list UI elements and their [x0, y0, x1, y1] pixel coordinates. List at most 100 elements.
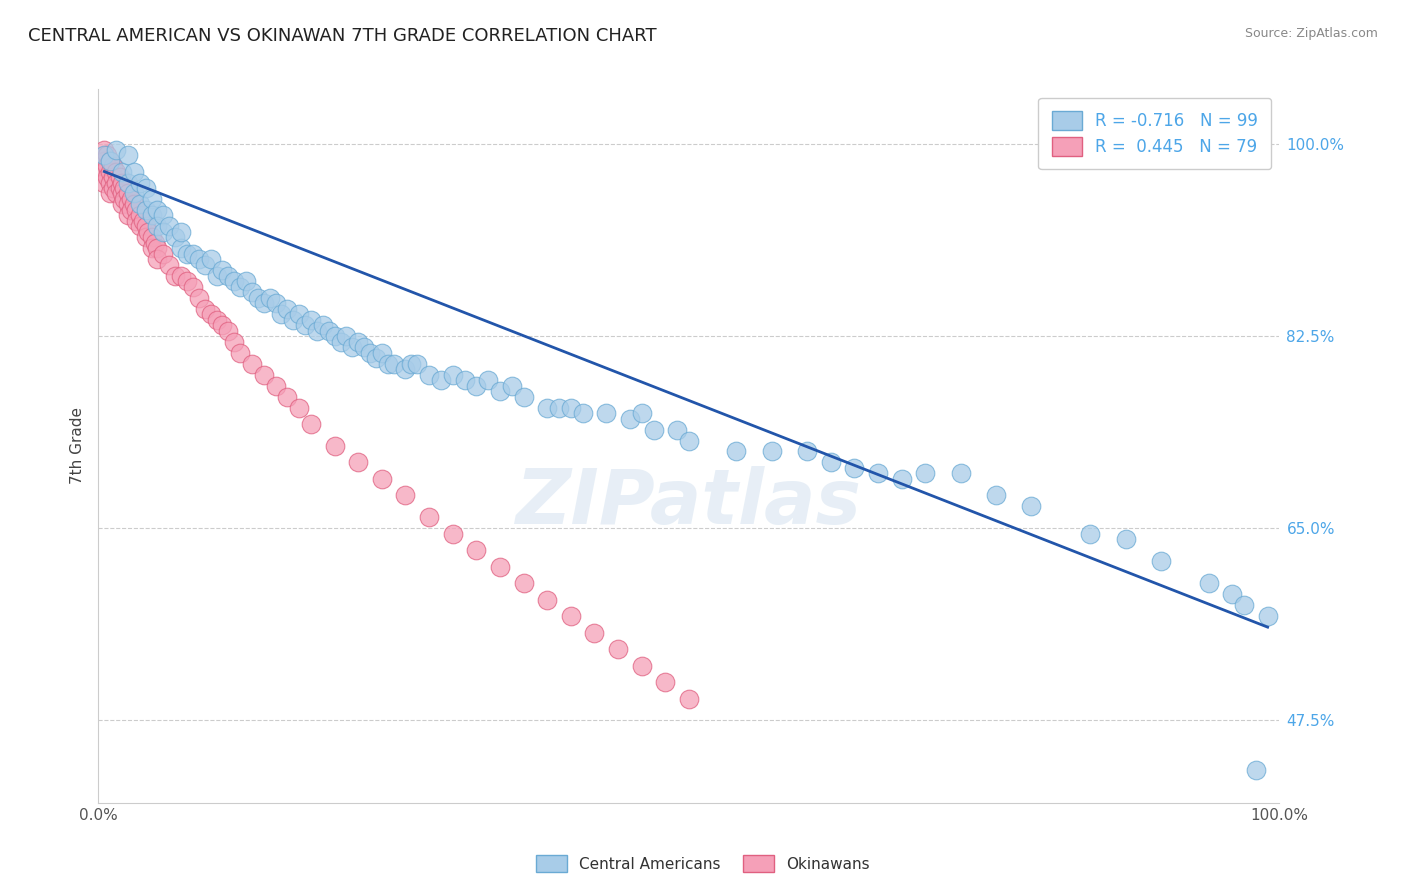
Point	[101, 181, 124, 195]
Point	[152, 247, 174, 261]
Y-axis label: 7th Grade: 7th Grade	[70, 408, 86, 484]
Point	[630, 406, 652, 420]
Point	[264, 296, 287, 310]
Point	[288, 307, 311, 321]
Point	[394, 488, 416, 502]
Point	[157, 219, 180, 234]
Point	[259, 291, 281, 305]
Point	[382, 357, 405, 371]
Point	[465, 543, 488, 558]
Point	[141, 241, 163, 255]
Point	[453, 373, 475, 387]
Point	[96, 169, 118, 184]
Point	[441, 368, 464, 382]
Point	[1244, 763, 1267, 777]
Point	[1150, 554, 1173, 568]
Point	[270, 307, 292, 321]
Point	[299, 312, 322, 326]
Point	[194, 301, 217, 316]
Point	[761, 444, 783, 458]
Point	[141, 230, 163, 244]
Point	[796, 444, 818, 458]
Point	[217, 324, 239, 338]
Point	[117, 186, 139, 201]
Point	[152, 209, 174, 223]
Point	[141, 192, 163, 206]
Point	[1115, 533, 1137, 547]
Point	[105, 176, 128, 190]
Point	[418, 510, 440, 524]
Point	[477, 373, 499, 387]
Point	[288, 401, 311, 415]
Legend: Central Americans, Okinawans: Central Americans, Okinawans	[529, 847, 877, 880]
Point	[112, 181, 135, 195]
Point	[111, 186, 134, 201]
Point	[548, 401, 571, 415]
Point	[122, 186, 145, 201]
Point	[583, 625, 606, 640]
Point	[98, 153, 121, 168]
Point	[122, 164, 145, 178]
Point	[294, 318, 316, 333]
Point	[725, 444, 748, 458]
Point	[240, 357, 263, 371]
Point	[323, 439, 346, 453]
Point	[143, 235, 166, 250]
Point	[170, 268, 193, 283]
Point	[240, 285, 263, 300]
Point	[607, 642, 630, 657]
Point	[820, 455, 842, 469]
Point	[141, 209, 163, 223]
Point	[152, 225, 174, 239]
Point	[98, 153, 121, 168]
Point	[276, 390, 298, 404]
Point	[264, 378, 287, 392]
Point	[1233, 598, 1256, 612]
Point	[135, 202, 157, 217]
Point	[560, 609, 582, 624]
Point	[93, 164, 115, 178]
Point	[111, 176, 134, 190]
Point	[165, 268, 187, 283]
Point	[170, 241, 193, 255]
Point	[187, 291, 209, 305]
Point	[371, 472, 394, 486]
Point	[595, 406, 617, 420]
Point	[253, 368, 276, 382]
Point	[101, 169, 124, 184]
Text: Source: ZipAtlas.com: Source: ZipAtlas.com	[1244, 27, 1378, 40]
Point	[93, 176, 115, 190]
Point	[536, 592, 558, 607]
Point	[512, 576, 534, 591]
Point	[125, 202, 148, 217]
Point	[128, 209, 150, 223]
Point	[176, 247, 198, 261]
Point	[246, 291, 269, 305]
Point	[165, 230, 187, 244]
Point	[1021, 500, 1043, 514]
Point	[364, 351, 387, 366]
Point	[93, 143, 115, 157]
Point	[571, 406, 593, 420]
Point	[93, 148, 115, 162]
Point	[253, 296, 276, 310]
Point	[108, 169, 131, 184]
Point	[96, 159, 118, 173]
Point	[146, 252, 169, 267]
Point	[305, 324, 328, 338]
Point	[112, 192, 135, 206]
Point	[619, 411, 641, 425]
Point	[117, 197, 139, 211]
Point	[146, 241, 169, 255]
Point	[108, 181, 131, 195]
Point	[394, 362, 416, 376]
Point	[181, 280, 204, 294]
Point	[181, 247, 204, 261]
Point	[146, 219, 169, 234]
Point	[117, 176, 139, 190]
Point	[323, 329, 346, 343]
Point	[666, 423, 689, 437]
Point	[1080, 526, 1102, 541]
Point	[211, 263, 233, 277]
Point	[235, 274, 257, 288]
